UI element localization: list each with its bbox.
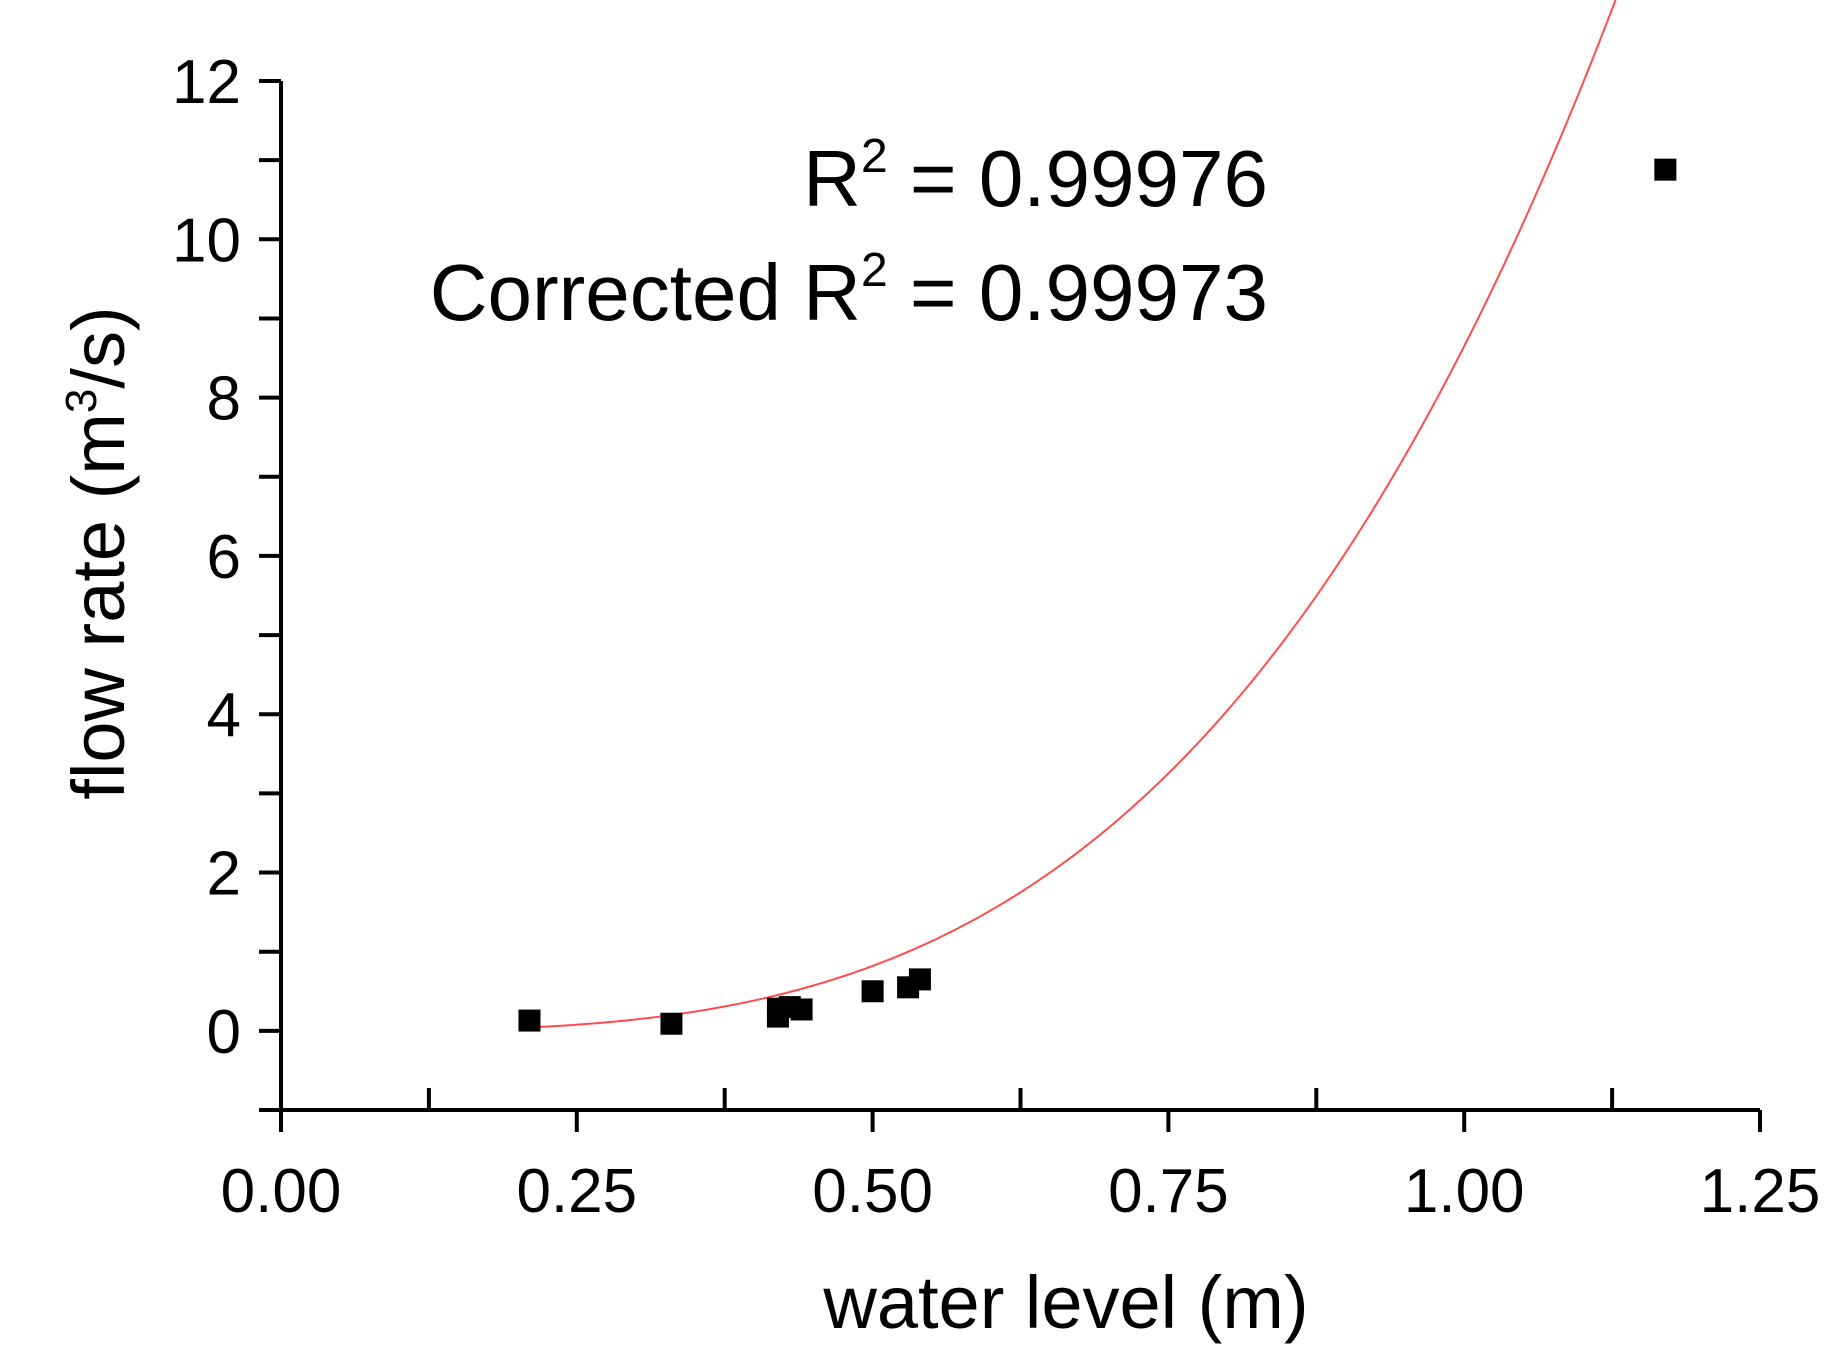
y-tick-label: 10 (172, 206, 241, 275)
y-axis-ticks: 0 2 4 6 8 10 12 (172, 48, 281, 1112)
data-points (518, 158, 1677, 1035)
x-axis-ticks: 0.00 0.25 0.50 0.75 1.00 1.25 (221, 1088, 1821, 1226)
y-tick-label: 6 (207, 523, 241, 592)
data-point-marker (518, 1009, 541, 1032)
fit-curve (529, 0, 1617, 1029)
data-point-marker (660, 1012, 683, 1035)
x-axis-title: water level (m) (822, 1261, 1308, 1344)
y-tick-label: 4 (207, 681, 241, 750)
r2-annotation: R2 = 0.99976 (803, 130, 1268, 223)
y-tick-label: 2 (207, 840, 241, 909)
y-tick-label: 0 (207, 998, 241, 1067)
x-tick-label: 0.50 (812, 1157, 933, 1226)
data-point-marker (861, 980, 884, 1003)
data-point-marker (790, 998, 813, 1021)
x-tick-label: 0.75 (1108, 1157, 1229, 1226)
data-point-marker (1654, 158, 1677, 181)
x-tick-label: 0.00 (221, 1157, 342, 1226)
y-axis-title: flow rate (m3/s) (57, 306, 140, 799)
x-tick-label: 1.25 (1700, 1157, 1821, 1226)
data-point-marker (908, 968, 931, 991)
x-tick-label: 0.25 (516, 1157, 637, 1226)
y-tick-label: 12 (172, 48, 241, 117)
y-tick-label: 8 (207, 365, 241, 434)
x-tick-label: 1.00 (1404, 1157, 1525, 1226)
corrected-r2-annotation: Corrected R2 = 0.99973 (430, 244, 1268, 337)
